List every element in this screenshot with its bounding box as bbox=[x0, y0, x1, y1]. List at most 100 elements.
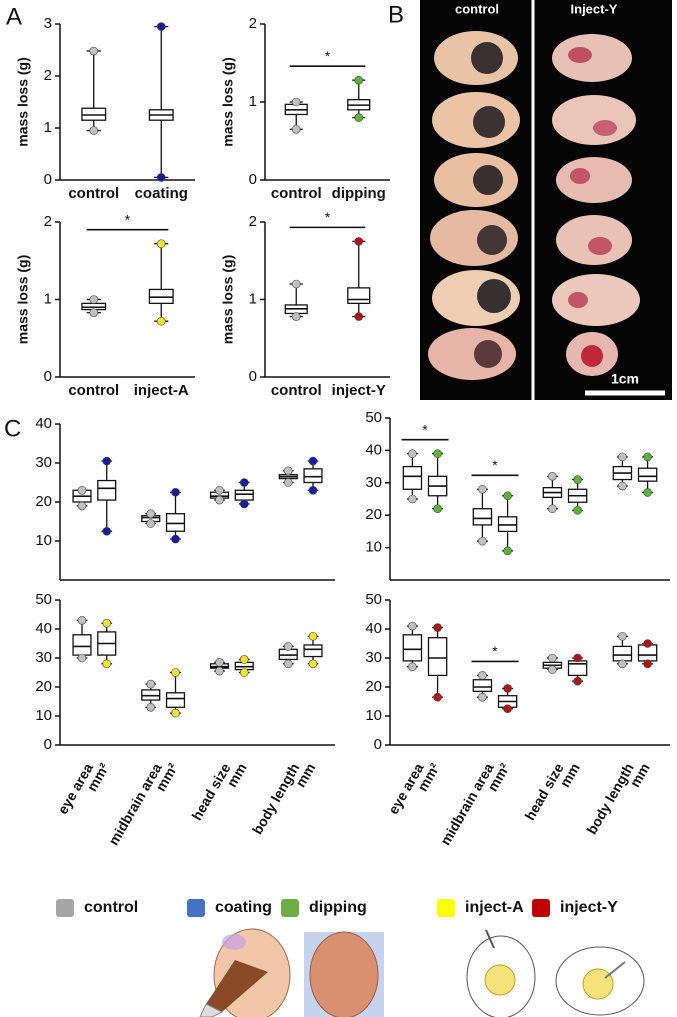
extreme-point bbox=[156, 22, 166, 31]
extreme-point bbox=[239, 668, 249, 677]
extreme-point bbox=[408, 449, 417, 458]
extreme-point bbox=[291, 279, 301, 289]
extreme-point bbox=[171, 708, 180, 718]
significance-label: * bbox=[325, 209, 331, 225]
legend-swatch bbox=[532, 899, 550, 917]
extreme-point bbox=[102, 526, 112, 536]
extreme-point bbox=[215, 666, 224, 676]
photo-column-title: control bbox=[455, 1, 499, 16]
extreme-point bbox=[283, 642, 293, 651]
extreme-point bbox=[548, 665, 557, 674]
extreme-point bbox=[618, 631, 627, 641]
legend-label: dipping bbox=[309, 899, 367, 916]
x-tick-label: body length bbox=[249, 760, 303, 837]
panel-label: B bbox=[388, 1, 404, 28]
extreme-point bbox=[102, 618, 112, 628]
y-tick-label: 20 bbox=[365, 678, 382, 695]
extreme-point bbox=[77, 485, 87, 495]
extreme-point bbox=[643, 639, 652, 648]
extreme-point bbox=[283, 659, 293, 669]
extreme-point bbox=[146, 702, 156, 712]
x-tick-label: inject-Y bbox=[332, 382, 386, 399]
y-axis-label: mass loss (g) bbox=[15, 255, 31, 344]
extreme-point bbox=[618, 452, 627, 462]
y-tick-label: 20 bbox=[365, 506, 382, 523]
extreme-point bbox=[478, 484, 487, 494]
significance-label: * bbox=[422, 421, 428, 437]
panel-label: C bbox=[4, 415, 21, 442]
extreme-point bbox=[643, 452, 652, 462]
legend-swatch bbox=[56, 899, 74, 917]
y-tick-label: 0 bbox=[249, 368, 257, 385]
box bbox=[303, 468, 323, 484]
extreme-point bbox=[408, 494, 417, 504]
extreme-point bbox=[643, 488, 652, 497]
extreme-point bbox=[478, 671, 487, 680]
y-tick-label: 40 bbox=[35, 415, 52, 432]
extreme-point bbox=[308, 631, 318, 641]
extreme-point bbox=[77, 501, 87, 511]
legend-label: coating bbox=[215, 899, 272, 916]
extreme-point bbox=[171, 534, 180, 544]
y-tick-label: 2 bbox=[44, 213, 52, 230]
y-tick-label: 40 bbox=[35, 620, 52, 637]
y-tick-label: 20 bbox=[35, 493, 52, 510]
chart: 0 1 2 mass loss (g) control inject-A * bbox=[15, 211, 195, 399]
extreme-point bbox=[146, 509, 156, 519]
extreme-point bbox=[89, 295, 99, 304]
box bbox=[165, 692, 186, 708]
box bbox=[402, 634, 423, 662]
extreme-point bbox=[102, 456, 112, 466]
significance-label: * bbox=[125, 211, 131, 227]
extreme-point bbox=[239, 655, 249, 664]
box bbox=[347, 287, 371, 305]
x-tick-label: inject-A bbox=[134, 382, 189, 399]
y-axis-label: mass loss (g) bbox=[220, 57, 236, 146]
box bbox=[165, 513, 186, 532]
y-tick-label: 10 bbox=[35, 532, 52, 549]
y-tick-label: 0 bbox=[44, 368, 52, 385]
chart: 0 1 2 mass loss (g) control inject-Y * bbox=[220, 209, 390, 399]
chart: 10 20 30 40 50 * * bbox=[365, 409, 670, 581]
extreme-point bbox=[618, 481, 627, 491]
extreme-point bbox=[215, 658, 224, 667]
y-tick-label: 10 bbox=[365, 539, 382, 556]
y-tick-label: 50 bbox=[35, 591, 52, 608]
y-tick-label: 2 bbox=[44, 67, 52, 84]
chart: 0 1 2 3 mass loss (g) control coating bbox=[15, 15, 195, 202]
extreme-point bbox=[291, 125, 301, 134]
extreme-point bbox=[573, 676, 582, 686]
y-tick-label: 30 bbox=[365, 649, 382, 666]
y-tick-label: 20 bbox=[35, 678, 52, 695]
y-tick-label: 1 bbox=[44, 119, 52, 136]
extreme-point bbox=[291, 97, 301, 107]
x-tick-label: head size bbox=[521, 760, 566, 823]
chart: 0 1 2 mass loss (g) control dipping * bbox=[220, 15, 390, 202]
y-tick-label: 0 bbox=[44, 736, 52, 753]
y-tick-label: 2 bbox=[249, 15, 257, 32]
extreme-point bbox=[433, 623, 442, 632]
y-tick-label: 30 bbox=[365, 474, 382, 491]
extreme-point bbox=[503, 704, 512, 714]
extreme-point bbox=[503, 491, 512, 501]
y-tick-label: 1 bbox=[249, 290, 257, 307]
illustrations bbox=[199, 928, 645, 1017]
extreme-point bbox=[433, 504, 442, 514]
x-tick-label: midbrain area bbox=[437, 760, 497, 848]
extreme-point bbox=[503, 684, 512, 693]
x-tick-label: midbrain area bbox=[105, 760, 165, 848]
y-tick-label: 0 bbox=[374, 736, 382, 753]
panel-label: A bbox=[6, 3, 22, 30]
extreme-point bbox=[433, 449, 442, 458]
legend-label: control bbox=[84, 899, 138, 916]
x-tick-label: control bbox=[271, 185, 322, 202]
significance-label: * bbox=[492, 457, 498, 473]
y-tick-label: 1 bbox=[249, 93, 257, 110]
x-tick-label: control bbox=[271, 382, 322, 399]
extreme-point bbox=[102, 659, 112, 669]
extreme-point bbox=[354, 75, 364, 85]
box bbox=[72, 634, 92, 656]
